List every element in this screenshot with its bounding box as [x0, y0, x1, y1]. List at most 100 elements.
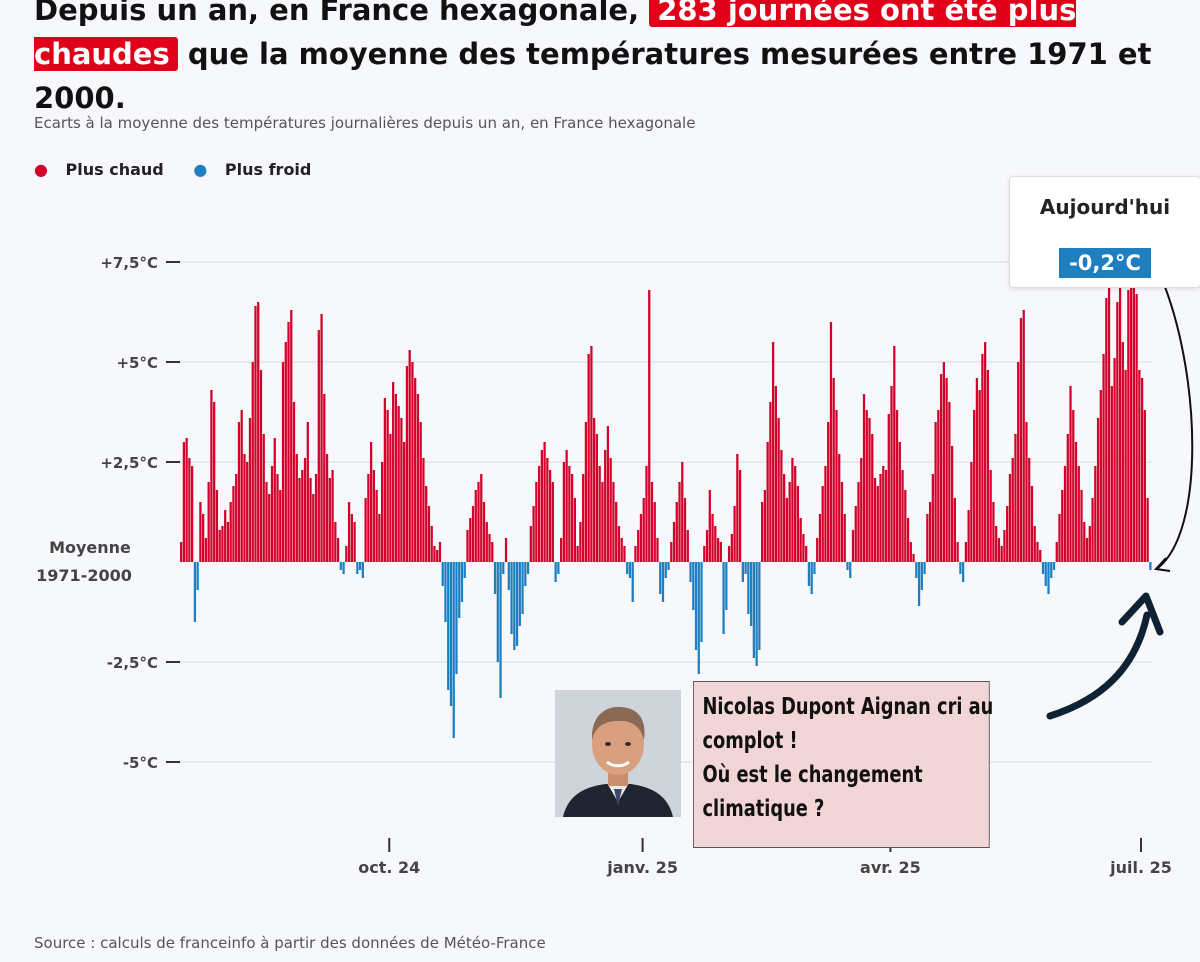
bar [532, 506, 535, 562]
bar [926, 514, 929, 562]
bar [785, 498, 789, 562]
bar [364, 498, 367, 562]
bar [215, 490, 219, 562]
chart-subtitle: Ecarts à la moyenne des températures jou… [34, 114, 696, 132]
bar [1113, 358, 1116, 562]
bar [617, 526, 621, 562]
bar [846, 562, 849, 570]
bar [752, 562, 755, 658]
bar [876, 486, 879, 562]
bar [226, 522, 230, 562]
bar [601, 482, 604, 562]
bar [328, 478, 331, 562]
bar [482, 502, 486, 562]
bar [656, 538, 659, 562]
person-portrait-icon [555, 690, 681, 817]
bar [1083, 522, 1086, 562]
bar [1146, 498, 1149, 562]
y-tick-label: +7,5°C [100, 254, 158, 272]
bar [1019, 318, 1023, 562]
bar [939, 374, 943, 562]
bar [425, 486, 428, 562]
bar [584, 422, 588, 562]
chart-bars [180, 266, 1152, 738]
bar [546, 458, 549, 562]
bar [835, 410, 838, 562]
bar [232, 486, 235, 562]
bar [587, 354, 590, 562]
bar [339, 562, 342, 570]
bar [1099, 390, 1102, 562]
bar [942, 362, 945, 562]
bar [948, 402, 951, 562]
bar [626, 562, 629, 574]
bar [1044, 562, 1047, 586]
bar [813, 562, 816, 574]
bar [270, 466, 274, 562]
legend-label-cold: Plus froid [224, 160, 312, 179]
bar [182, 442, 186, 562]
bar [1091, 498, 1094, 562]
bar [683, 498, 687, 562]
bar [582, 474, 585, 562]
bar [469, 518, 472, 562]
bar [722, 562, 725, 634]
bar [199, 502, 202, 562]
bar [736, 454, 739, 562]
bar [978, 390, 981, 562]
bar [1047, 562, 1050, 594]
bar [463, 562, 466, 578]
bar [568, 466, 571, 562]
bar [1041, 562, 1045, 574]
bar [290, 310, 293, 562]
bar [540, 450, 543, 562]
legend-dot-warm: ● [34, 160, 48, 179]
bar [1063, 466, 1067, 562]
bar [694, 562, 698, 650]
bar [816, 538, 819, 562]
bar [934, 422, 937, 562]
bar [240, 410, 243, 562]
annotation-box: Nicolas Dupont Aignan cri au complot ! O… [693, 681, 993, 848]
bar [224, 510, 227, 562]
bar [661, 562, 665, 602]
bar [868, 418, 871, 562]
bar [323, 394, 326, 562]
bar [810, 562, 813, 594]
bar [628, 562, 632, 578]
bar [521, 562, 524, 614]
bar [670, 542, 673, 562]
x-tick-label: avr. 25 [860, 858, 921, 877]
bar [411, 362, 414, 562]
bar [537, 466, 541, 562]
bar [262, 434, 265, 562]
bar [309, 478, 312, 562]
bar [193, 562, 197, 622]
bar [794, 466, 797, 562]
bar [1050, 562, 1053, 578]
y-tick-label: +5°C [116, 354, 158, 372]
bar [235, 474, 238, 562]
bar [306, 422, 309, 562]
bar [719, 542, 722, 562]
bar [747, 562, 750, 614]
bar [480, 474, 483, 562]
bar [571, 474, 574, 562]
y-tick-label: +2,5°C [100, 454, 158, 472]
bar [573, 498, 577, 562]
bar [772, 342, 775, 562]
bar [383, 398, 387, 562]
bar [1058, 514, 1061, 562]
bar [1055, 542, 1058, 562]
bar [703, 546, 706, 562]
bar [854, 506, 857, 562]
bar [796, 486, 800, 562]
bar [766, 442, 769, 562]
bar [314, 474, 318, 562]
bar [898, 442, 901, 562]
headline: Depuis un an, en France hexagonale, 283 … [34, 0, 1200, 120]
bar [185, 438, 188, 562]
bar [254, 306, 257, 562]
bar [504, 538, 508, 562]
bar [615, 502, 618, 562]
